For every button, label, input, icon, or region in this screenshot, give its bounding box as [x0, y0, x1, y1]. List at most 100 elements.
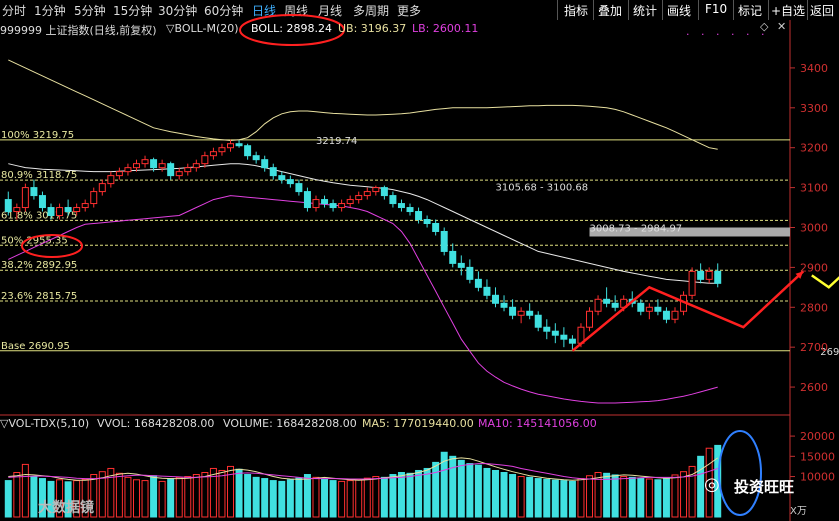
candle-body: [235, 143, 243, 147]
tab-30min[interactable]: 30分钟: [158, 4, 198, 18]
volume-bar: [560, 480, 568, 518]
close-icon[interactable]: ✕: [777, 20, 787, 33]
tab-multi-period[interactable]: 多周期: [353, 4, 390, 18]
volume-bar: [47, 480, 55, 518]
volume-bar: [38, 478, 46, 518]
candle-body: [671, 310, 679, 320]
volume-bar: [457, 459, 465, 518]
y-tick-label: 3400: [800, 62, 828, 75]
volume-bar: [483, 467, 491, 518]
volume-bar: [4, 480, 12, 518]
volume-bar: [98, 471, 106, 518]
candle-body: [175, 171, 183, 177]
volume-bar: [184, 476, 192, 518]
lb-value: LB: 2600.11: [412, 22, 479, 35]
fib-label: 61.8% 3017.75: [1, 210, 77, 221]
y-tick-label: 2800: [800, 301, 828, 314]
tab-1min[interactable]: 1分钟: [34, 4, 66, 18]
candle-body: [645, 306, 653, 312]
boll-value: BOLL: 2898.24: [251, 22, 332, 35]
statistics-button[interactable]: 统计: [633, 4, 658, 18]
volume-bar: [680, 471, 688, 518]
tab-daily[interactable]: 日线: [252, 4, 277, 18]
y-tick-label: 3200: [800, 142, 828, 155]
volume-bar: [654, 479, 662, 518]
vol-tick-label: 15000: [800, 450, 835, 463]
candle-body: [500, 302, 508, 308]
volume-bar: [158, 480, 166, 518]
volume-bar: [269, 480, 277, 518]
candle-body: [705, 270, 713, 280]
overlay-button[interactable]: 叠加: [598, 4, 623, 18]
wechat-icon: ◎: [704, 474, 720, 495]
vol-tick-label: 20000: [800, 430, 835, 443]
back-button[interactable]: 返回: [810, 4, 835, 18]
ma10-value: MA10: 145141056.00: [478, 417, 597, 430]
fib-label: 23.6% 2815.75: [1, 291, 77, 302]
candle-body: [603, 298, 611, 304]
volume-bar: [611, 474, 619, 518]
volume-bar: [500, 472, 508, 518]
candle-body: [303, 191, 311, 209]
candle-body: [13, 207, 21, 213]
volume-bar: [261, 478, 269, 518]
volume-highlight-circle: [718, 430, 762, 516]
candle-body: [449, 250, 457, 264]
y-tick-label: 3000: [800, 221, 828, 234]
volume-bar: [115, 472, 123, 518]
volume-bar: [662, 477, 670, 518]
add-watchlist-button[interactable]: +自选: [771, 4, 806, 18]
volume-bar: [64, 481, 72, 518]
candle-body: [64, 207, 72, 213]
vol-indicator-name[interactable]: ▽VOL-TDX(5,10): [0, 417, 90, 430]
chart-frame: [0, 20, 791, 521]
volume-bar: [244, 474, 252, 518]
candle-body: [192, 163, 200, 169]
tab-60min[interactable]: 60分钟: [204, 4, 244, 18]
ma5-value: MA5: 177019440.00: [362, 417, 474, 430]
candle-body: [4, 199, 12, 213]
volume-bar: [150, 475, 158, 518]
candle-body: [697, 270, 705, 280]
candle-body: [338, 203, 346, 209]
candle-body: [380, 187, 388, 197]
draw-line-button[interactable]: 画线: [667, 4, 692, 18]
tab-5min[interactable]: 5分钟: [74, 4, 106, 18]
volume-bar: [380, 476, 388, 518]
candle-body: [397, 203, 405, 209]
candle-body: [107, 175, 115, 185]
volume-bars: [4, 444, 722, 518]
tab-more[interactable]: 更多: [397, 4, 422, 18]
candle-body: [457, 262, 465, 268]
tab-15min[interactable]: 15分钟: [113, 4, 153, 18]
volume-bar: [252, 476, 260, 518]
tab-monthly[interactable]: 月线: [318, 4, 343, 18]
volume-bar: [141, 480, 149, 518]
y-tick-label: 3100: [800, 182, 828, 195]
candle-body: [543, 326, 551, 332]
candle-body: [346, 199, 354, 205]
security-name: 999999 上证指数(日线,前复权): [0, 24, 157, 37]
tab-timeshare[interactable]: 分时: [2, 4, 27, 18]
candle-body: [81, 203, 89, 209]
f10-button[interactable]: F10: [705, 2, 728, 16]
candle-body: [158, 163, 166, 169]
candle-body: [714, 270, 722, 284]
volume-bar: [705, 447, 713, 518]
y-tick-label: 3300: [800, 102, 828, 115]
mark-button[interactable]: 标记: [738, 4, 763, 18]
volume-bar: [509, 474, 517, 518]
candle-body: [209, 151, 217, 157]
boll-indicator-name[interactable]: ▽BOLL-M(20): [166, 22, 239, 35]
volume-bar: [628, 476, 636, 518]
candle-body: [115, 171, 123, 177]
candle-body: [372, 187, 380, 193]
candle-body: [432, 223, 440, 232]
price-annotation: 2691.02: [820, 347, 839, 358]
fib-highlight-circle: [21, 234, 83, 258]
candle-body: [269, 167, 277, 177]
candle-body: [568, 338, 576, 344]
ub-line: [8, 59, 718, 150]
collapse-icon[interactable]: ◇: [760, 20, 769, 33]
indicator-button[interactable]: 指标: [564, 4, 589, 18]
